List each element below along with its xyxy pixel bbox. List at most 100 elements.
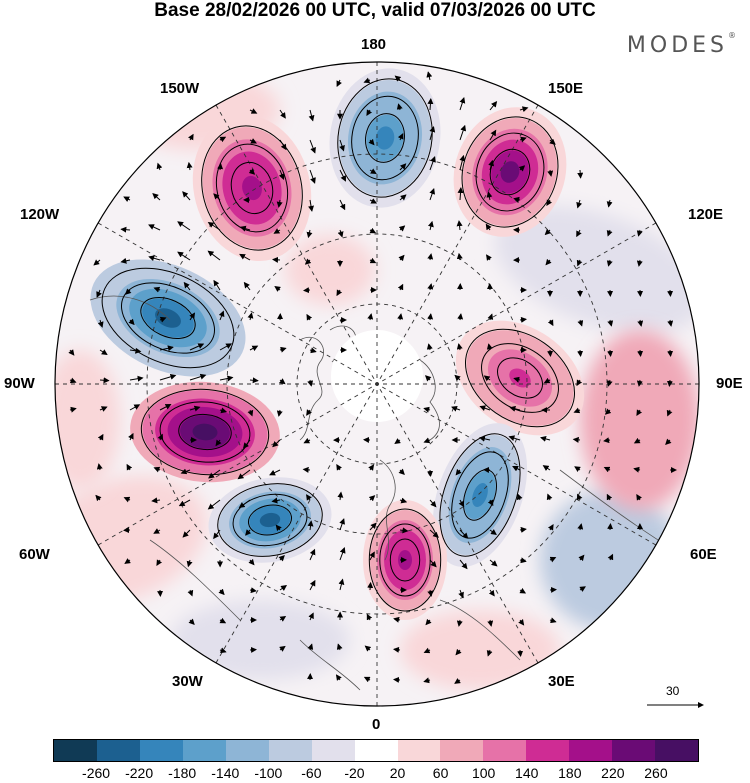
contour-line (217, 483, 323, 557)
wind-vector (69, 377, 77, 384)
wind-vector (459, 124, 467, 141)
wind-vector (239, 225, 251, 232)
contour-line (178, 413, 232, 451)
wind-vector (69, 406, 77, 413)
wind-vector (456, 343, 463, 351)
wind-vector (606, 259, 613, 267)
wind-vector (518, 165, 526, 172)
modes-logo: MODES® (627, 31, 736, 58)
wind-vector (249, 108, 258, 114)
anomaly-level (192, 423, 218, 441)
wind-vector (219, 375, 234, 382)
colorbar-tick-label: 260 (644, 765, 668, 781)
wind-vector (366, 613, 373, 621)
anomaly-shading (55, 68, 699, 690)
colorbar-tick-label: 220 (601, 765, 625, 781)
contour-line (475, 132, 545, 212)
wind-vector (207, 250, 221, 261)
wind-vector (93, 259, 101, 266)
wind-vector (148, 224, 161, 231)
wind-vector (513, 376, 521, 383)
wind-vector (159, 316, 167, 323)
wind-vector (487, 313, 494, 321)
wind-vector (427, 313, 434, 321)
wind-vector (487, 499, 494, 507)
wind-vector (308, 109, 315, 122)
wind-vector (243, 281, 251, 291)
wind-vector (129, 375, 144, 382)
wind-vector (577, 319, 584, 327)
wind-vector (488, 589, 495, 597)
wind-vector (489, 129, 497, 141)
wind-vector (427, 283, 434, 291)
wind-vector (208, 469, 221, 479)
wind-vector (399, 194, 407, 201)
wind-vector (607, 523, 614, 531)
wind-vector (207, 221, 221, 231)
wind-vector (274, 286, 281, 292)
wind-vector (273, 228, 281, 234)
wind-vector (426, 343, 433, 351)
wind-vector (153, 466, 161, 473)
wind-vector (398, 254, 405, 262)
wind-vector (546, 199, 553, 207)
lon-label-120w: 120W (20, 206, 60, 223)
anomaly-level (472, 483, 488, 507)
wind-vector (279, 585, 288, 591)
wind-vector (459, 559, 468, 570)
wind-vector (549, 556, 557, 563)
wind-vector (549, 617, 557, 624)
wind-vector (97, 433, 104, 441)
wind-vector (479, 405, 491, 412)
wind-vector (636, 494, 642, 501)
meridian-line (215, 104, 539, 664)
wind-vector (279, 346, 287, 353)
wind-vector (276, 199, 283, 208)
colorbar-swatch (96, 740, 140, 761)
wind-vector (576, 199, 583, 209)
wind-vector (427, 589, 434, 597)
wind-vector (637, 319, 644, 327)
wind-vector (636, 409, 643, 416)
wind-vector (249, 138, 257, 144)
wind-vector (399, 497, 408, 504)
wind-vector (606, 379, 613, 387)
wind-vector (126, 463, 133, 471)
wind-vector (573, 407, 581, 414)
lon-label-90w: 90W (4, 375, 35, 392)
wind-vector (667, 319, 674, 327)
anomaly-band (170, 600, 350, 680)
wind-vector (633, 437, 641, 444)
wind-vector (486, 649, 493, 657)
wind-vector (519, 587, 527, 594)
lon-label-150e: 150E (548, 80, 584, 97)
wind-vector (248, 168, 256, 175)
wind-vector (249, 377, 259, 384)
wind-vector (483, 375, 491, 382)
wind-vector (454, 678, 461, 684)
wind-vector (636, 229, 643, 237)
anomaly-level (500, 161, 520, 183)
wind-vector (508, 435, 521, 442)
contour-line (201, 125, 303, 251)
wind-vector (579, 586, 586, 592)
anomaly-level (375, 126, 395, 150)
colorbar-tick-label: -100 (254, 765, 283, 781)
graticule (55, 62, 699, 706)
colorbar-swatch (354, 740, 398, 761)
contour-line (140, 297, 196, 339)
wind-vector (368, 138, 375, 146)
wind-vector (339, 547, 346, 561)
colorbar-swatch (655, 740, 699, 761)
wind-vector (576, 229, 582, 238)
wind-vector (189, 373, 207, 381)
wind-vector (489, 529, 497, 535)
wind-vector (364, 645, 372, 652)
wind-vector (128, 318, 135, 326)
colorbar-swatch (139, 740, 183, 761)
wind-vector (423, 677, 431, 684)
wind-vector (367, 313, 374, 321)
wind-vector (309, 169, 316, 184)
wind-vector (576, 379, 583, 387)
